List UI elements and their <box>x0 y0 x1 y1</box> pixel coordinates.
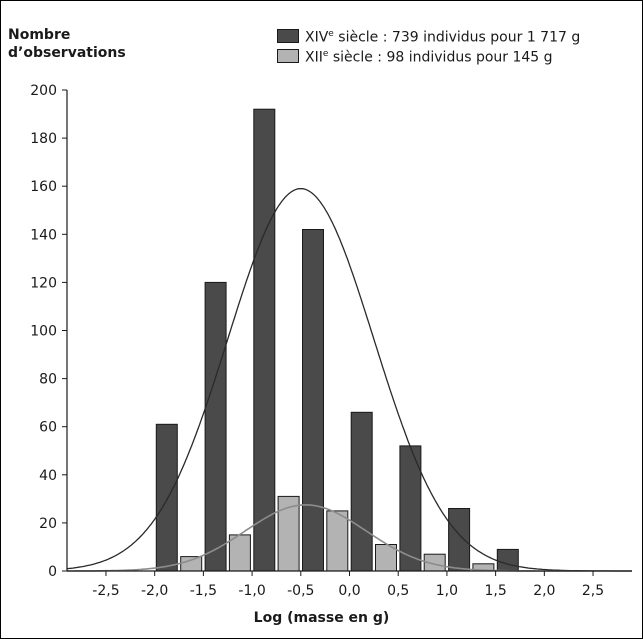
bar-series0-3 <box>302 229 324 572</box>
x-tick-label-0: -2,5 <box>92 583 119 599</box>
y-tick-label-60: 60 <box>39 420 57 436</box>
y-tick-label-0: 0 <box>48 564 57 580</box>
bar-series0-1 <box>204 281 227 572</box>
y-tick-label-100: 100 <box>30 324 57 340</box>
legend-swatch-xii <box>277 49 299 63</box>
x-tick-label-8: 1,5 <box>484 583 506 599</box>
y-tick-label-200: 200 <box>30 83 57 99</box>
y-tick-label-160: 160 <box>30 179 57 195</box>
x-tick-label-3: -1,0 <box>238 583 265 599</box>
legend-item-xiv: XIVe siècle : 739 individus pour 1 717 g <box>277 26 580 46</box>
y-tick-label-120: 120 <box>30 275 57 291</box>
bar-series1-3 <box>326 510 349 572</box>
x-tick-label-6: 0,5 <box>387 583 409 599</box>
x-axis-label: Log (masse en g) <box>253 610 390 626</box>
y-axis-label: Nombre d’observations <box>8 27 126 61</box>
legend-label-xiv: XIVe siècle : 739 individus pour 1 717 g <box>305 29 581 46</box>
legend-label-xii: XIIe siècle : 98 individus pour 145 g <box>305 49 553 66</box>
fit-curves-group <box>66 187 632 572</box>
bar-series0-4 <box>350 411 373 572</box>
y-tick-label-180: 180 <box>30 131 57 147</box>
y-tick-label-20: 20 <box>39 516 57 532</box>
x-tick-label-5: 0,0 <box>338 583 360 599</box>
fit-curve-series1 <box>67 504 632 572</box>
bar-series1-1 <box>228 534 251 572</box>
x-tick-label-2: -1,5 <box>190 583 217 599</box>
bars-group <box>155 108 519 572</box>
bar-series0-7 <box>496 548 519 572</box>
x-tick-label-7: 1,0 <box>436 583 458 599</box>
x-tick-label-1: -2,0 <box>141 583 168 599</box>
y-tick-label-80: 80 <box>39 372 57 388</box>
y-tick-label-140: 140 <box>30 227 57 243</box>
legend-swatch-xiv <box>277 29 299 43</box>
x-tick-label-4: -0,5 <box>287 583 314 599</box>
bar-series0-2 <box>253 108 276 572</box>
x-tick-label-10: 2,5 <box>582 583 604 599</box>
legend: XIVe siècle : 739 individus pour 1 717 g… <box>277 26 580 66</box>
bar-series0-0 <box>155 423 178 572</box>
bar-series1-0 <box>180 556 203 572</box>
bar-series0-6 <box>448 508 471 572</box>
x-tick-label-9: 2,0 <box>533 583 555 599</box>
legend-item-xii: XIIe siècle : 98 individus pour 145 g <box>277 46 580 66</box>
fit-curve-series0 <box>66 187 632 572</box>
y-tick-label-40: 40 <box>39 468 57 484</box>
axes-group: 0 20 40 60 80 100 120 140 160 180 200 -2,5 -2,0 -1,5 -… <box>30 83 632 599</box>
